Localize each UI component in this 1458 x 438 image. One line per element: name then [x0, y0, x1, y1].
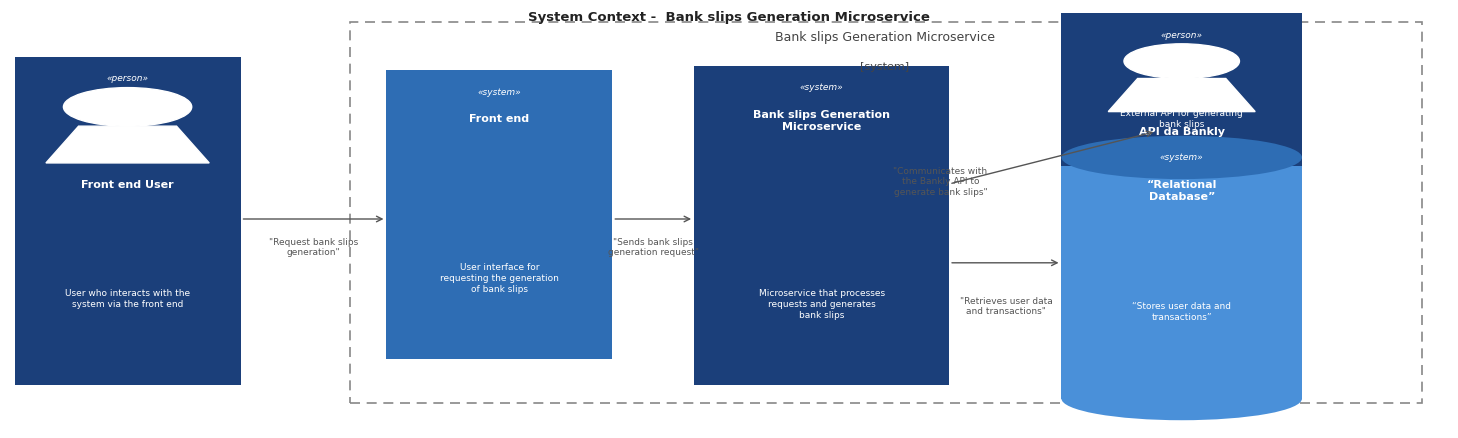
Ellipse shape: [1061, 136, 1302, 179]
Text: «system»: «system»: [800, 83, 843, 92]
Text: «person»: «person»: [106, 74, 149, 84]
Text: [system]: [system]: [860, 62, 910, 72]
Ellipse shape: [1061, 377, 1302, 420]
Text: "Sends bank slips
generation request": "Sends bank slips generation request": [608, 238, 698, 257]
Bar: [1061, 157, 1302, 399]
Text: External API for generating
bank slips: External API for generating bank slips: [1120, 110, 1244, 129]
Text: “Relational
Database”: “Relational Database”: [1146, 180, 1217, 202]
Text: "Communicates with
the Bankly API to
generate bank slips": "Communicates with the Bankly API to gen…: [894, 167, 987, 197]
Text: Bank slips Generation Microservice: Bank slips Generation Microservice: [776, 31, 994, 44]
Text: User interface for
requesting the generation
of bank slips: User interface for requesting the genera…: [440, 263, 558, 294]
Text: Bank slips Generation
Microservice: Bank slips Generation Microservice: [754, 110, 889, 132]
Text: User who interacts with the
system via the front end: User who interacts with the system via t…: [66, 289, 190, 309]
Bar: [694, 66, 949, 385]
Text: Front end User: Front end User: [82, 180, 174, 190]
Text: Front end: Front end: [469, 114, 529, 124]
Bar: [1061, 13, 1302, 166]
Text: System Context -  Bank slips Generation Microservice: System Context - Bank slips Generation M…: [528, 11, 930, 24]
Text: "Request bank slips
generation": "Request bank slips generation": [268, 238, 359, 257]
Text: «system»: «system»: [1161, 153, 1203, 162]
Text: "Retrieves user data
and transactions": "Retrieves user data and transactions": [959, 297, 1053, 316]
Circle shape: [63, 88, 191, 126]
Text: «system»: «system»: [478, 88, 521, 97]
Circle shape: [1124, 44, 1239, 78]
Bar: [15, 57, 241, 385]
Text: Microservice that processes
requests and generates
bank slips: Microservice that processes requests and…: [758, 289, 885, 320]
Text: «person»: «person»: [1161, 31, 1203, 40]
Text: “Stores user data and
transactions”: “Stores user data and transactions”: [1133, 302, 1231, 322]
Polygon shape: [1108, 78, 1255, 112]
Text: API da Bankly: API da Bankly: [1139, 127, 1225, 137]
Bar: [386, 70, 612, 359]
Polygon shape: [45, 126, 210, 163]
